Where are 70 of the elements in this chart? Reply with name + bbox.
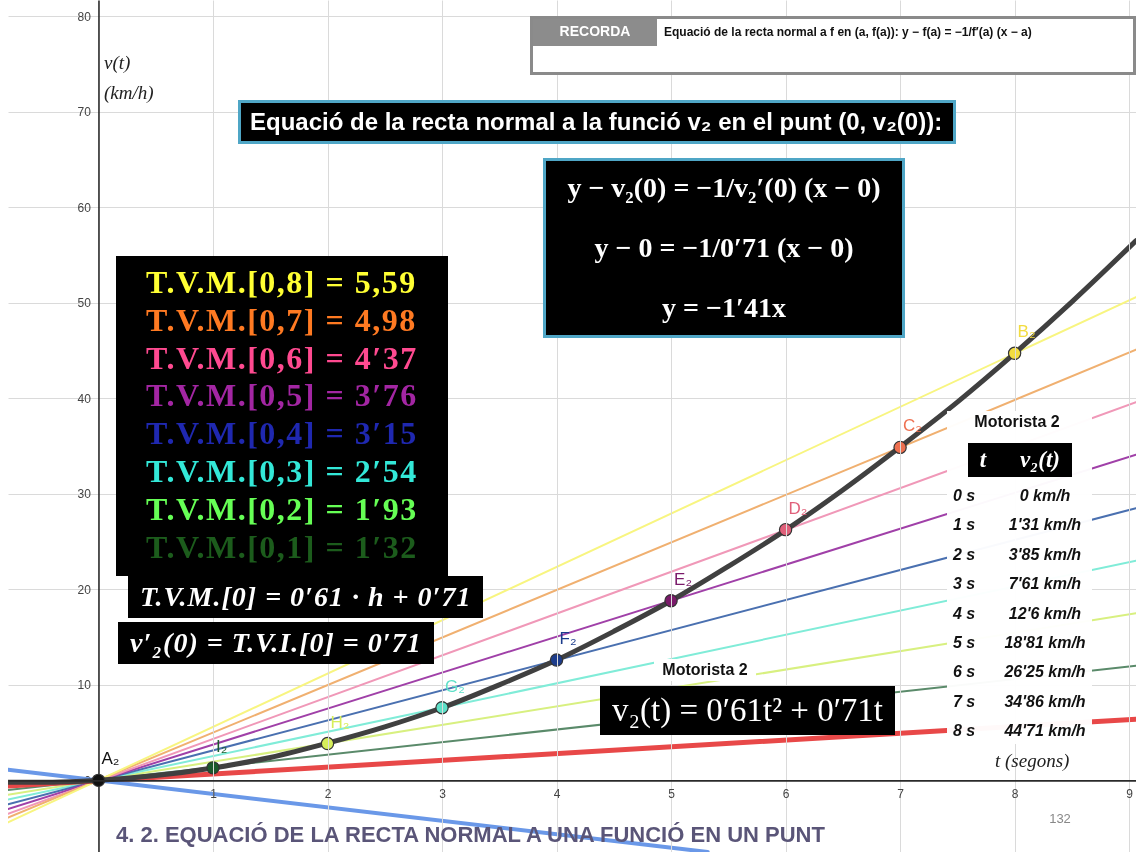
y-tick-label: 20 — [77, 582, 92, 597]
x-tick-label: 9 — [1126, 786, 1134, 801]
point — [206, 761, 220, 775]
annotation: 7'61 km/h — [1008, 575, 1082, 594]
annotation: 34'86 km/h — [1004, 692, 1086, 711]
y-tick-label: 30 — [77, 487, 92, 502]
y-tick-label: 80 — [77, 9, 92, 24]
annotation: T.V.M.[0,3] = 2′54 — [146, 453, 418, 490]
x-tick-label: 5 — [668, 786, 676, 801]
x-tick-label: 3 — [439, 786, 447, 801]
annotation: C₂ — [903, 416, 922, 436]
annotation: A₂ — [101, 749, 120, 769]
annotation: T.V.M.[0,4] = 3′15 — [146, 415, 418, 453]
annotation: 26'25 km/h — [1004, 663, 1086, 682]
y-tick-label: 50 — [77, 296, 92, 311]
x-tick-label: 6 — [782, 786, 790, 801]
point — [778, 522, 793, 537]
annotation: 18'81 km/h — [1004, 634, 1086, 652]
annotation: T.V.M.[0,6] = 4′37 — [146, 339, 418, 377]
annotation: 7 s — [953, 692, 976, 711]
annotation: RECORDA — [559, 23, 631, 39]
annotation: 1 s — [953, 516, 976, 535]
annotation: v′₂(0) = T.V.I.[0] = 0′71 — [130, 627, 422, 659]
y-tick-label: 10 — [77, 678, 92, 693]
annotation: v₂(t) = 0′61t² + 0′71t — [612, 692, 884, 729]
annotation: Motorista 2 — [662, 661, 748, 679]
point — [435, 700, 449, 715]
y-tick-label: 70 — [77, 105, 92, 120]
annotation: 3'85 km/h — [1008, 545, 1082, 564]
x-tick-label: 4 — [553, 786, 561, 801]
annotation: 1'31 km/h — [1008, 516, 1082, 535]
annotation: 132 — [1049, 811, 1071, 826]
annotation: T.V.M.[0] = 0′61 · h + 0′71 — [140, 581, 472, 613]
y-tick-label: 60 — [77, 200, 92, 215]
annotation: T.V.M.[0,2] = 1′93 — [146, 490, 418, 528]
y-axis-title: v(t) (km/h) — [104, 51, 154, 106]
x-tick-label: 2 — [324, 786, 332, 801]
y-tick-label: 40 — [77, 391, 92, 406]
annotation: T.V.M.[0,7] = 4,98 — [146, 301, 417, 339]
annotation: T.V.M.[0,5] = 3′76 — [146, 377, 418, 415]
x-tick-label: 8 — [1011, 786, 1019, 801]
annotation: D₂ — [788, 498, 808, 518]
annotation: T.V.M.[0,1] = 1′32 — [146, 528, 418, 566]
annotation: Motorista 2 — [974, 413, 1060, 431]
annotation: 5 s — [953, 634, 976, 652]
x-tick-label: 7 — [897, 786, 905, 801]
annotation: 0 s — [953, 487, 976, 505]
annotation: Equació de la recta normal a la funció v₂ en el punt (0, v₂(0)): — [250, 108, 943, 136]
annotation: Equació de la recta normal a f en (a, f(a)): y − f(a) = −1/f′(a) (x − a) — [664, 25, 1032, 39]
annotation: 0 km/h — [1019, 487, 1071, 505]
annotation: 3 s — [953, 575, 976, 594]
annotation: F₂ — [559, 629, 577, 649]
point — [320, 736, 335, 751]
annotation: y − 0 = −1/0′71 (x − 0) — [594, 232, 854, 264]
annotation: y = −1′41x — [662, 292, 786, 324]
annotation: B₂ — [1017, 322, 1036, 342]
annotation: 8 s — [953, 722, 976, 741]
annotation: 2 s — [953, 545, 976, 564]
annotation: 12'6 km/h — [1008, 604, 1082, 623]
annotation: 44'71 km/h — [1004, 722, 1086, 741]
annotation: y − v₂(0) = −1/v₂′(0) (x − 0) — [567, 172, 881, 204]
annotation: 6 s — [953, 663, 976, 682]
annotation: H₂ — [330, 712, 350, 732]
point — [1007, 346, 1022, 361]
annotation: 4 s — [953, 604, 976, 623]
x-axis-title: t (segons) — [995, 750, 1070, 772]
annotation: T.V.M.[0,8] = 5,59 — [146, 264, 417, 301]
annotation: v₂(t) — [1020, 447, 1060, 473]
annotation: E₂ — [674, 569, 693, 589]
annotation: t — [979, 447, 987, 473]
